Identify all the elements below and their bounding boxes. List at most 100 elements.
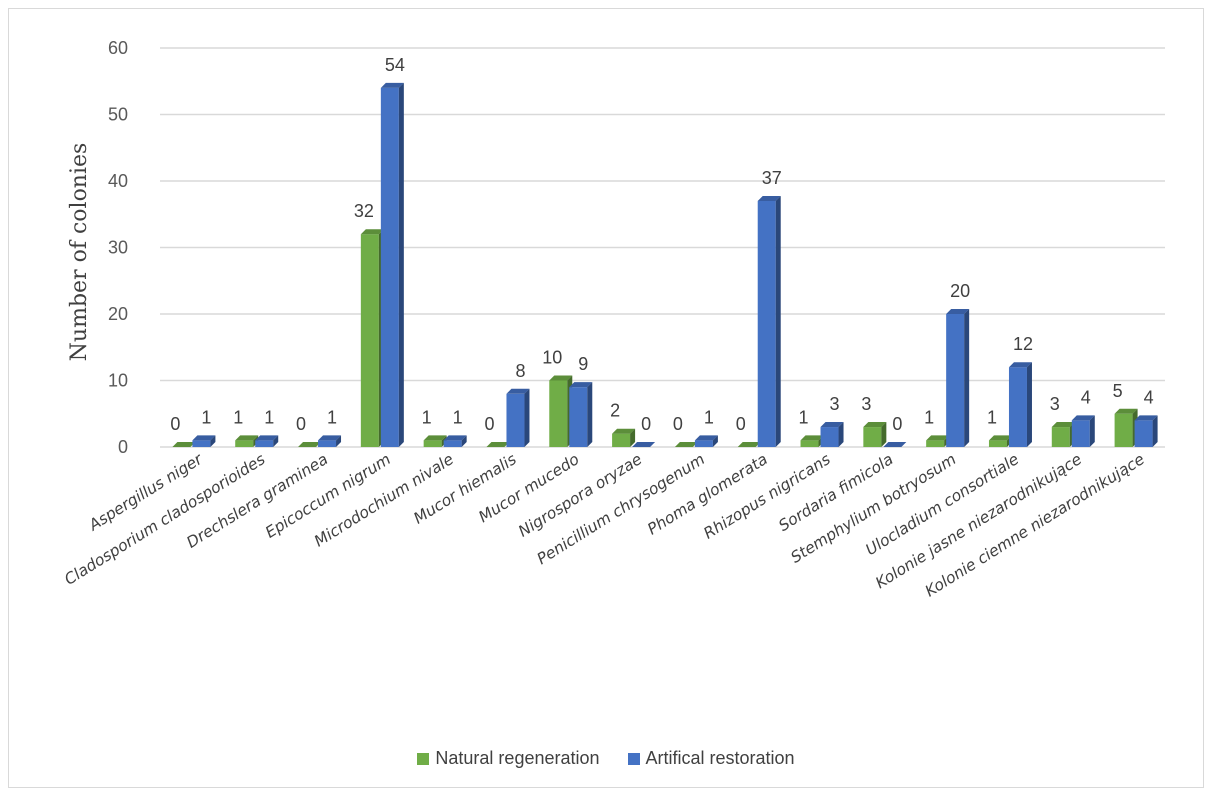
bar-natural-9 [737, 442, 761, 448]
bar-natural-14 [1051, 422, 1075, 447]
data-label: 1 [987, 407, 997, 427]
data-label: 12 [1013, 334, 1033, 354]
bar-natural-1 [235, 435, 259, 447]
data-label: 2 [610, 401, 620, 421]
bar-top [255, 435, 279, 441]
bar-front [318, 440, 337, 447]
bar-top [926, 435, 950, 441]
bar-artificial-6 [569, 382, 593, 447]
bar-top [800, 435, 824, 441]
bar-top [1051, 422, 1075, 428]
bar-front [380, 87, 399, 448]
bar-artificial-12 [946, 309, 970, 447]
bar-natural-13 [988, 435, 1012, 447]
bar-top [318, 435, 342, 441]
data-label: 9 [578, 354, 588, 374]
data-label: 20 [950, 281, 970, 301]
bar-top [1114, 408, 1138, 414]
y-tick-label: 0 [118, 437, 128, 457]
bar-side [881, 422, 887, 447]
data-label: 0 [736, 414, 746, 434]
bar-front [946, 314, 965, 447]
bar-artificial-14 [1071, 415, 1095, 447]
data-label: 4 [1144, 387, 1154, 407]
y-tick-label: 40 [108, 171, 128, 191]
bar-side [210, 435, 216, 447]
bar-artificial-8 [694, 435, 718, 447]
legend-label: Artifical restoration [645, 748, 795, 768]
bar-artificial-9 [757, 195, 781, 447]
data-label: 0 [296, 414, 306, 434]
bar-artificial-5 [506, 388, 530, 447]
y-tick-label: 60 [108, 38, 128, 58]
bar-artificial-7 [632, 442, 656, 448]
bar-top [674, 442, 698, 447]
data-label: 1 [453, 407, 463, 427]
bar-side [398, 82, 404, 448]
data-label: 8 [515, 361, 525, 381]
bar-top [863, 422, 887, 428]
bar-artificial-0 [192, 435, 216, 447]
bar-front [926, 440, 945, 447]
bar-front [1134, 420, 1153, 447]
bar-top [1134, 415, 1158, 421]
y-tick-label: 30 [108, 238, 128, 258]
data-label: 10 [542, 348, 562, 368]
data-label: 1 [233, 407, 243, 427]
bar-front [192, 440, 211, 447]
data-label: 1 [704, 407, 714, 427]
bar-front [443, 440, 462, 447]
bar-artificial-13 [1008, 362, 1032, 447]
y-tick-label: 10 [108, 371, 128, 391]
bar-top [612, 428, 636, 434]
y-tick-label: 20 [108, 304, 128, 324]
bar-top [172, 442, 196, 447]
data-label: 0 [641, 414, 651, 434]
bar-natural-4 [423, 435, 447, 447]
bar-side [1026, 362, 1032, 447]
bar-natural-2 [298, 442, 322, 448]
data-label: 0 [892, 414, 902, 434]
bar-side [775, 195, 781, 447]
bar-side [336, 435, 342, 447]
bar-natural-3 [360, 229, 384, 447]
data-label: 4 [1081, 387, 1091, 407]
data-label: 0 [170, 414, 180, 434]
bar-front [694, 440, 713, 447]
bar-top [883, 442, 907, 447]
bar-top [737, 442, 761, 447]
bar-front [988, 440, 1007, 447]
bar-top [506, 388, 530, 394]
bar-front [863, 427, 882, 447]
bar-natural-15 [1114, 408, 1138, 447]
bar-front [569, 387, 588, 447]
data-label: 1 [327, 407, 337, 427]
legend-swatch [627, 752, 640, 765]
bar-front [1051, 427, 1070, 447]
bar-front [360, 234, 379, 447]
bar-top [757, 195, 781, 201]
bar-artificial-3 [380, 82, 404, 448]
bar-natural-10 [800, 435, 824, 447]
bar-top [423, 435, 447, 441]
bar-top [192, 435, 216, 441]
bar-top [569, 382, 593, 388]
bar-side [1152, 415, 1158, 447]
bar-top [632, 442, 656, 447]
bar-front [1071, 420, 1090, 447]
bar-front [255, 440, 274, 447]
y-axis-ticks: 0 10 20 30 40 50 60 [108, 38, 128, 457]
bar-top [694, 435, 718, 441]
bar-front [800, 440, 819, 447]
legend-swatch [417, 752, 430, 765]
bar-natural-7 [612, 428, 636, 447]
bar-side [461, 435, 467, 447]
bar-top [380, 82, 404, 88]
bar-side [964, 309, 970, 447]
bar-top [443, 435, 467, 441]
bar-natural-11 [863, 422, 887, 447]
data-label: 37 [762, 168, 782, 188]
data-label: 3 [1050, 394, 1060, 414]
